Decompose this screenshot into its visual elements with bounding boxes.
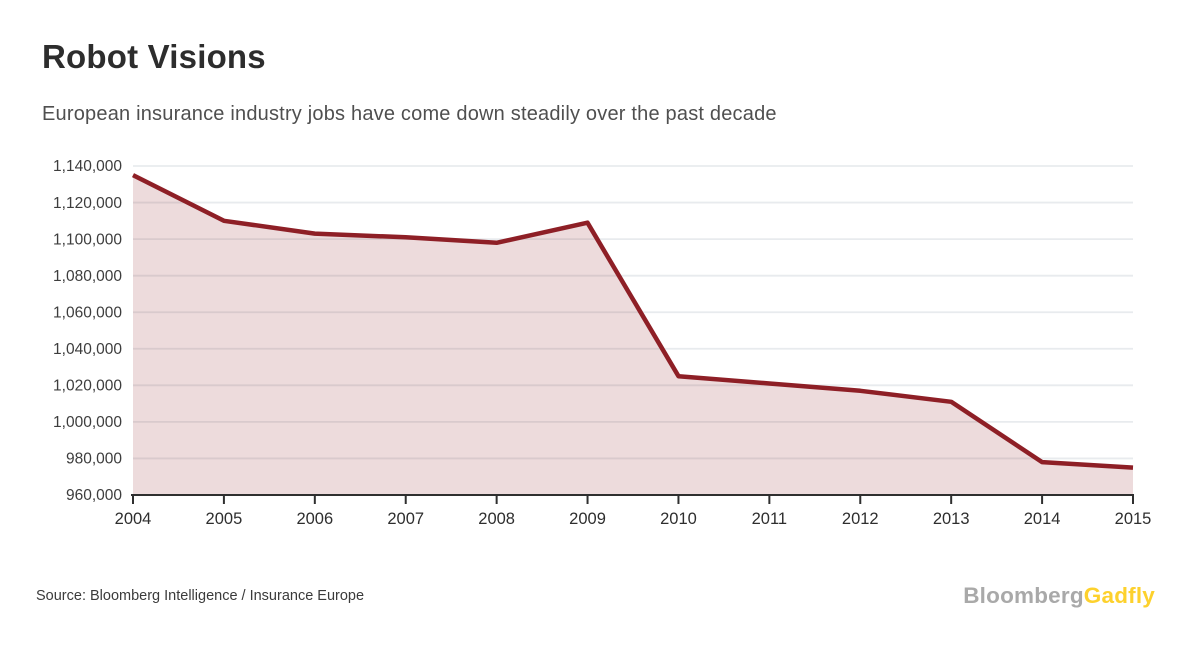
x-axis-label: 2009: [569, 510, 606, 528]
x-axis-label: 2004: [115, 510, 152, 528]
x-axis-label: 2015: [1115, 510, 1152, 528]
x-axis-label: 2014: [1024, 510, 1061, 528]
x-axis-label: 2013: [933, 510, 970, 528]
logo-gadfly: Gadfly: [1083, 583, 1155, 608]
bloomberg-gadfly-logo: BloombergGadfly: [963, 583, 1155, 609]
y-axis-label: 1,120,000: [53, 195, 122, 212]
source-note: Source: Bloomberg Intelligence / Insuran…: [36, 588, 365, 604]
x-axis-label: 2012: [842, 510, 879, 528]
chart-subtitle: European insurance industry jobs have co…: [42, 103, 777, 125]
y-axis-label: 1,020,000: [53, 378, 122, 395]
x-axis-label: 2010: [660, 510, 697, 528]
y-axis-label: 1,080,000: [53, 268, 122, 285]
employment-area-chart: 960,000 980,000 1,000,000 1,020,000 1,040,00…: [53, 158, 1152, 528]
area-fill: [133, 175, 1133, 495]
x-axis-label: 2006: [296, 510, 333, 528]
x-axis-label: 2008: [478, 510, 515, 528]
x-axis-label: 2005: [206, 510, 243, 528]
y-axis-label: 1,100,000: [53, 231, 122, 248]
y-axis-label: 960,000: [66, 487, 122, 504]
y-axis-label: 1,000,000: [53, 414, 122, 431]
page-title: Robot Visions: [42, 38, 266, 75]
trend-line: [131, 173, 1134, 470]
y-axis-label: 1,040,000: [53, 341, 122, 358]
x-axis-label: 2007: [387, 510, 424, 528]
logo-bloomberg: Bloomberg: [963, 583, 1084, 608]
x-axis-label: 2011: [752, 510, 787, 528]
y-axis-label: 1,140,000: [53, 158, 122, 175]
y-axis-label: 980,000: [66, 451, 122, 468]
y-axis-label: 1,060,000: [53, 304, 122, 321]
